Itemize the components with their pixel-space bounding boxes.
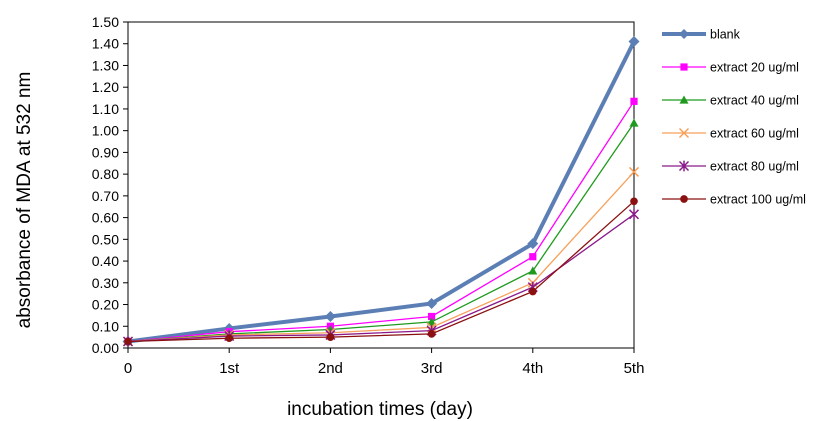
data-point — [326, 333, 335, 341]
plot-border — [127, 21, 635, 349]
plot-area — [127, 21, 635, 349]
legend-label: extract 100 ug/ml — [710, 193, 806, 207]
y-tick-label: 1.10 — [92, 101, 119, 117]
y-tick-label: 0.50 — [92, 231, 119, 247]
series-line — [127, 213, 635, 343]
data-point — [680, 195, 688, 203]
y-tick-label: 0.90 — [92, 144, 119, 160]
legend-label: extract 60 ug/ml — [710, 127, 799, 141]
y-tick-label: 0.40 — [92, 253, 119, 269]
data-point — [427, 330, 436, 338]
data-point — [679, 29, 689, 39]
data-point — [324, 310, 336, 322]
data-point — [428, 312, 436, 321]
data-point — [628, 208, 640, 220]
y-tick-label: 0.70 — [92, 188, 119, 204]
legend: blank extract 20 ug/ml extract 40 ug/ml ext… — [662, 28, 806, 207]
data-point — [628, 166, 640, 177]
y-tick-label: 1.50 — [92, 14, 119, 30]
data-point — [225, 334, 234, 343]
legend-item: extract 20 ug/ml — [662, 61, 799, 75]
data-point — [528, 287, 537, 296]
data-point — [629, 118, 639, 127]
series-line — [127, 40, 636, 344]
data-point — [528, 266, 538, 275]
data-point — [678, 160, 690, 172]
legend-item: extract 100 ug/ml — [662, 193, 806, 207]
legend-label: blank — [710, 28, 741, 42]
data-point — [680, 63, 688, 71]
y-axis: 0.00 0.10 0.20 0.30 0.40 0.50 0.60 0.70 0.80 0.90… — [92, 14, 128, 356]
x-tick-label: 2nd — [318, 360, 343, 377]
x-tick-label: 5th — [624, 360, 645, 377]
data-point — [124, 337, 132, 346]
x-tick-label: 0 — [124, 360, 132, 377]
legend-label: extract 80 ug/ml — [710, 160, 799, 174]
data-point — [628, 36, 640, 48]
data-point — [527, 238, 539, 250]
series-line — [127, 100, 635, 343]
y-tick-label: 0.30 — [92, 275, 119, 291]
data-point — [529, 253, 537, 261]
y-axis-title: absorbance of MDA at 532 nm — [14, 72, 35, 329]
y-tick-label: 1.20 — [92, 79, 119, 95]
series-1 — [122, 36, 640, 347]
series-line — [127, 122, 635, 343]
series-line — [127, 171, 635, 343]
y-tick-label: 1.30 — [92, 57, 119, 73]
y-tick-label: 0.10 — [92, 318, 119, 334]
data-point — [679, 95, 689, 104]
legend-label: extract 20 ug/ml — [710, 61, 799, 75]
data-point — [427, 317, 437, 326]
data-point — [426, 297, 438, 309]
x-tick-label: 4th — [522, 360, 543, 377]
series-6 — [124, 197, 638, 346]
data-point — [630, 197, 638, 206]
y-tick-label: 0.20 — [92, 297, 119, 313]
legend-item: blank — [662, 28, 741, 42]
x-axis-title: incubation times (day) — [287, 399, 473, 420]
y-tick-label: 0.00 — [92, 340, 119, 356]
x-tick-label: 1st — [219, 360, 240, 377]
y-tick-label: 1.00 — [92, 123, 119, 139]
series-line — [127, 200, 635, 343]
legend-item: extract 80 ug/ml — [662, 160, 799, 174]
data-point — [678, 127, 690, 139]
data-point — [630, 97, 638, 105]
series-4 — [122, 166, 640, 347]
y-tick-label: 0.60 — [92, 210, 119, 226]
y-tick-label: 0.80 — [92, 166, 119, 182]
series-layer — [122, 36, 640, 347]
legend-label: extract 40 ug/ml — [710, 94, 799, 108]
legend-item: extract 40 ug/ml — [662, 94, 799, 108]
legend-item: extract 60 ug/ml — [662, 127, 799, 141]
x-tick-label: 3rd — [421, 360, 443, 377]
y-tick-label: 1.40 — [92, 36, 119, 52]
x-axis: 0 1st 2nd 3rd 4th 5th — [124, 348, 645, 377]
